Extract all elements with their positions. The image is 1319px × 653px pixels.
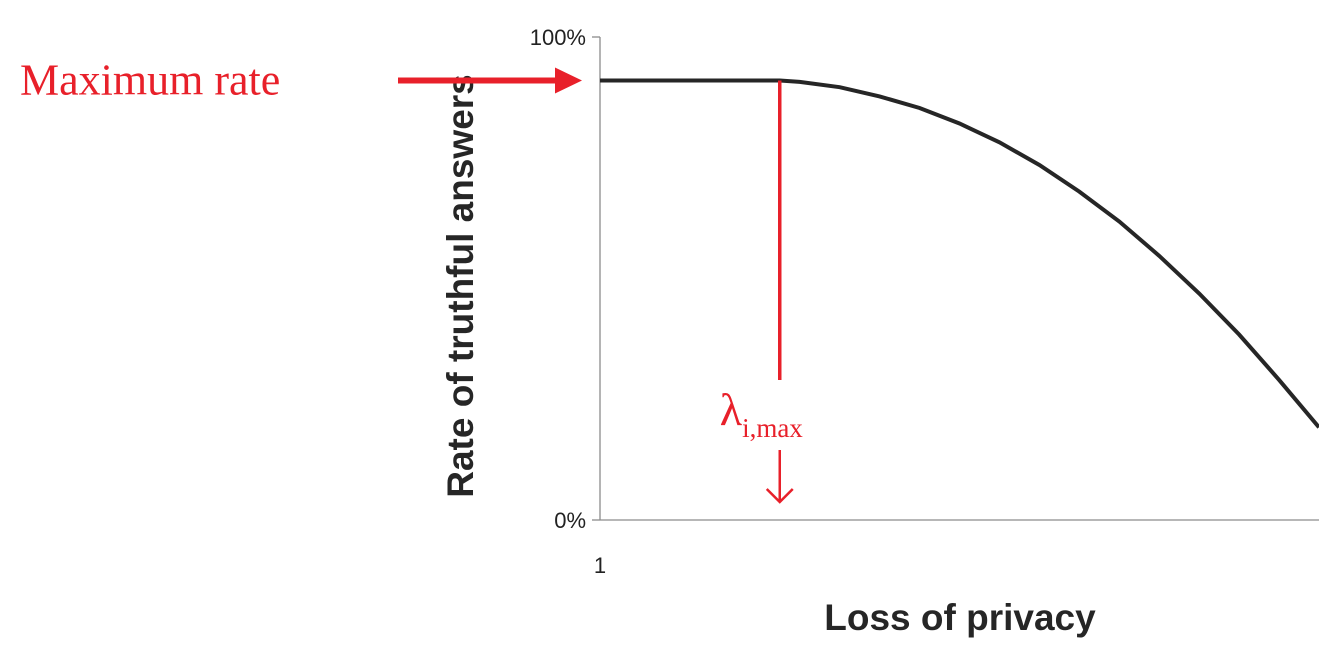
max-rate-annotation: Maximum rate	[20, 55, 582, 104]
plot-area	[592, 36, 1319, 521]
lambda-label: λi,max	[720, 384, 804, 443]
y-tick-label-0: 0%	[554, 508, 586, 533]
x-tick-label-1: 1	[594, 553, 606, 578]
y-tick-label-100: 100%	[530, 25, 586, 50]
max-rate-label: Maximum rate	[20, 55, 280, 104]
lambda-annotation: λi,max	[720, 80, 804, 504]
x-axis-title: Loss of privacy	[824, 597, 1096, 638]
series-line	[600, 78, 1319, 429]
y-axis-title: Rate of truthful answers	[440, 74, 481, 498]
max-rate-arrowhead	[555, 67, 582, 94]
lambda-down-arrowhead	[765, 488, 794, 504]
